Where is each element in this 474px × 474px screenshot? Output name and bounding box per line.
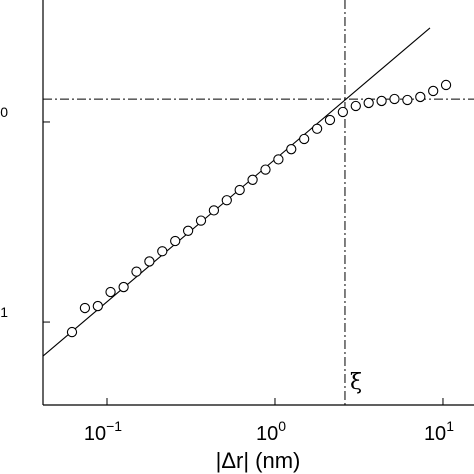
x-tick-label: 10−1 [84, 418, 122, 445]
x-tick-label: 101 [424, 418, 454, 445]
point [273, 154, 284, 165]
y-tick-label-exponent: 0 [0, 104, 8, 120]
point [428, 85, 439, 97]
x-tick-label-base: 10 [84, 423, 106, 445]
x-tick-label-base: 10 [256, 423, 278, 445]
x-tick-label-base: 10 [424, 423, 446, 445]
y-tick-label-exponent: −1 [0, 304, 8, 320]
point [79, 302, 91, 314]
point [131, 266, 142, 277]
point [170, 235, 181, 247]
point [157, 246, 168, 257]
y-tick-label: 10−1 [0, 304, 8, 331]
point [144, 256, 155, 267]
x-tick-label-exponent: 0 [278, 418, 286, 434]
point [363, 97, 374, 109]
point [208, 205, 220, 216]
point [247, 174, 258, 185]
x-axis-label: |Δr| (nm) [216, 448, 301, 473]
point [286, 144, 297, 155]
x-tick-label: 100 [256, 418, 286, 445]
reference-label: ξ [350, 370, 362, 395]
point [221, 195, 232, 206]
point [376, 95, 387, 107]
x-tick-label-exponent: −1 [106, 418, 122, 434]
point [389, 93, 400, 105]
point [324, 114, 336, 126]
point [311, 123, 323, 134]
point [195, 215, 207, 226]
point [66, 326, 78, 338]
point [182, 225, 194, 236]
x-tick-label-exponent: 1 [446, 418, 454, 434]
point [260, 164, 271, 175]
point [299, 133, 310, 145]
point [440, 79, 452, 91]
point [350, 100, 361, 112]
point [415, 91, 426, 103]
point [234, 184, 245, 196]
point [105, 286, 116, 298]
y-tick-label: 100 [0, 104, 8, 131]
point [118, 281, 129, 293]
point [402, 94, 413, 106]
point [337, 106, 349, 118]
point [92, 300, 103, 312]
